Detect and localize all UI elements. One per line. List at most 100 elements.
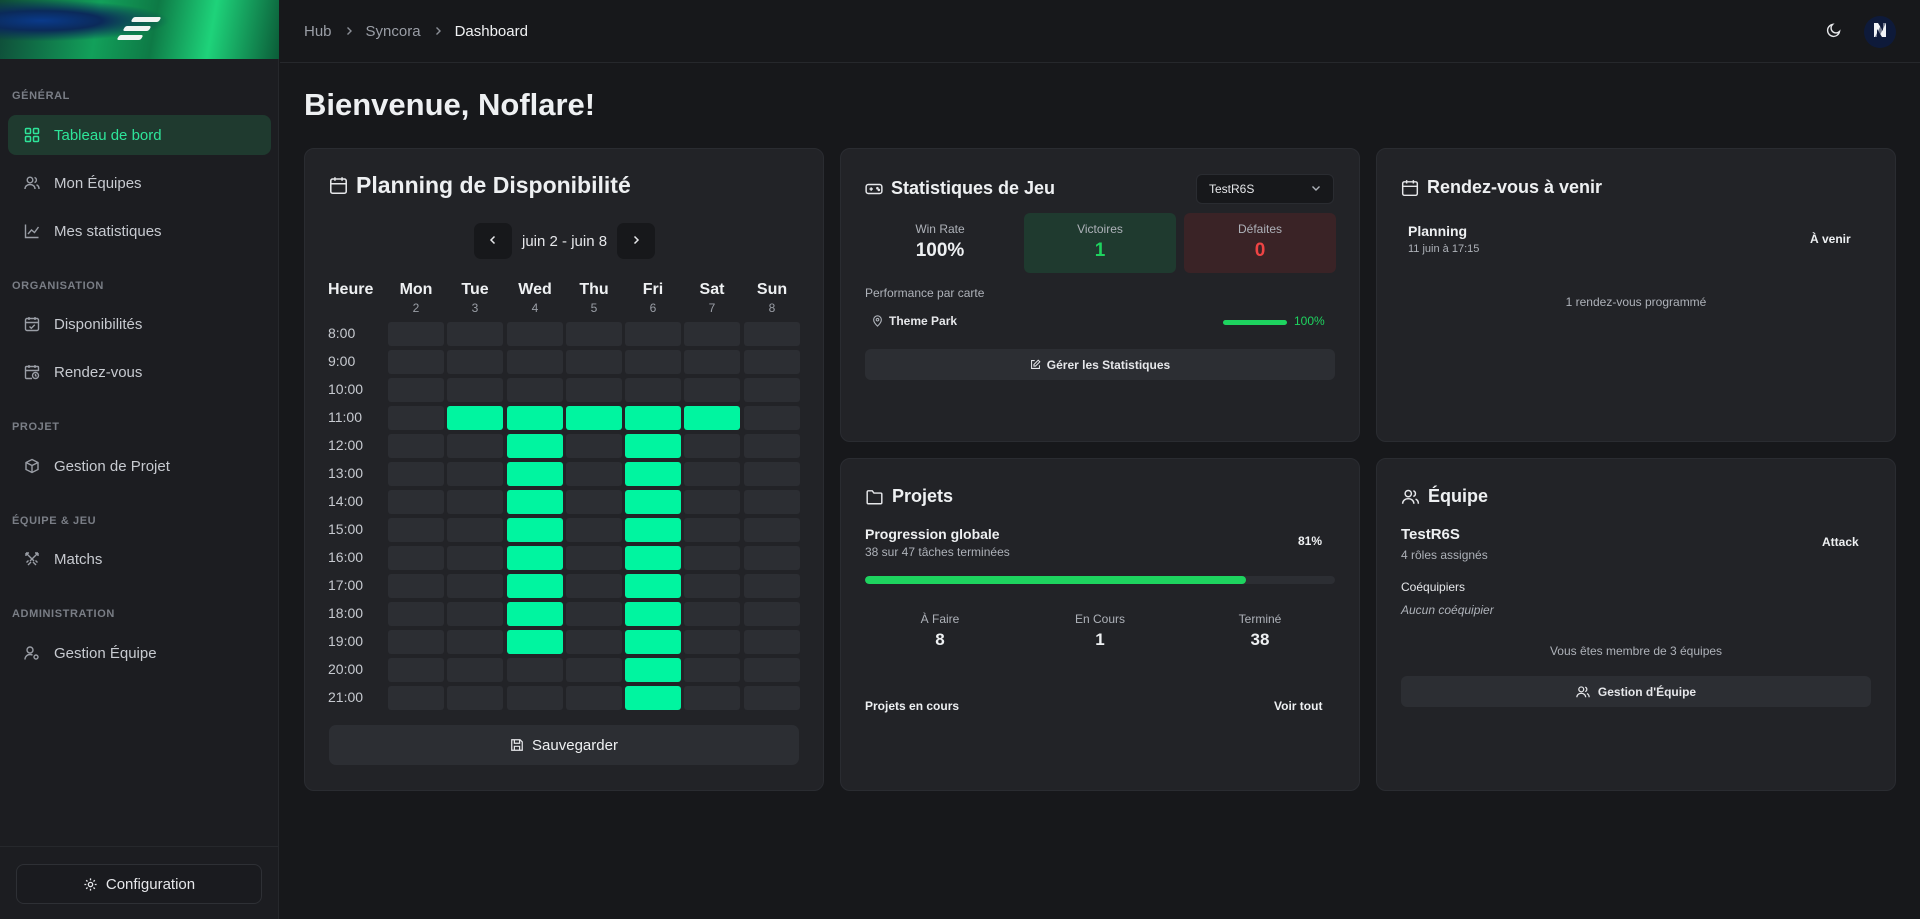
availability-cell[interactable] — [625, 434, 681, 458]
availability-cell[interactable] — [447, 546, 503, 570]
availability-cell[interactable] — [625, 322, 681, 346]
view-all-link[interactable]: Voir tout — [1274, 699, 1323, 713]
availability-cell[interactable] — [566, 350, 622, 374]
next-week-button[interactable] — [617, 223, 656, 259]
availability-cell[interactable] — [625, 462, 681, 486]
availability-cell[interactable] — [566, 322, 622, 346]
theme-toggle-button[interactable] — [1824, 22, 1844, 42]
availability-cell[interactable] — [388, 378, 444, 402]
availability-cell[interactable] — [566, 434, 622, 458]
availability-cell[interactable] — [744, 490, 800, 514]
availability-cell[interactable] — [507, 602, 563, 626]
availability-cell[interactable] — [625, 658, 681, 682]
prev-week-button[interactable] — [474, 223, 512, 259]
availability-cell[interactable] — [744, 322, 800, 346]
availability-cell[interactable] — [447, 686, 503, 710]
availability-cell[interactable] — [625, 406, 681, 430]
availability-cell[interactable] — [744, 406, 800, 430]
availability-cell[interactable] — [625, 378, 681, 402]
availability-cell[interactable] — [566, 602, 622, 626]
availability-cell[interactable] — [388, 602, 444, 626]
availability-cell[interactable] — [625, 686, 681, 710]
availability-cell[interactable] — [388, 686, 444, 710]
user-avatar[interactable] — [1864, 16, 1896, 48]
availability-cell[interactable] — [684, 462, 740, 486]
availability-cell[interactable] — [447, 406, 503, 430]
availability-cell[interactable] — [507, 574, 563, 598]
availability-cell[interactable] — [507, 518, 563, 542]
availability-cell[interactable] — [744, 462, 800, 486]
availability-cell[interactable] — [684, 406, 740, 430]
availability-cell[interactable] — [625, 518, 681, 542]
availability-cell[interactable] — [388, 518, 444, 542]
availability-cell[interactable] — [566, 378, 622, 402]
availability-cell[interactable] — [447, 518, 503, 542]
availability-cell[interactable] — [625, 490, 681, 514]
availability-cell[interactable] — [566, 490, 622, 514]
availability-cell[interactable] — [684, 574, 740, 598]
availability-cell[interactable] — [447, 602, 503, 626]
team-select[interactable]: TestR6S — [1196, 174, 1334, 204]
availability-cell[interactable] — [744, 686, 800, 710]
availability-cell[interactable] — [566, 630, 622, 654]
availability-cell[interactable] — [684, 602, 740, 626]
team-management-button[interactable]: Gestion d'Équipe — [1401, 676, 1871, 707]
availability-cell[interactable] — [744, 574, 800, 598]
breadcrumb-hub[interactable]: Hub — [304, 22, 332, 40]
availability-cell[interactable] — [566, 658, 622, 682]
availability-cell[interactable] — [625, 630, 681, 654]
availability-cell[interactable] — [447, 630, 503, 654]
availability-cell[interactable] — [566, 686, 622, 710]
availability-cell[interactable] — [625, 574, 681, 598]
sidebar-item-project-management[interactable]: Gestion de Projet — [8, 446, 271, 486]
availability-cell[interactable] — [447, 378, 503, 402]
availability-cell[interactable] — [507, 434, 563, 458]
availability-cell[interactable] — [684, 518, 740, 542]
availability-cell[interactable] — [388, 490, 444, 514]
availability-cell[interactable] — [684, 630, 740, 654]
availability-cell[interactable] — [447, 322, 503, 346]
availability-cell[interactable] — [507, 350, 563, 374]
availability-cell[interactable] — [447, 434, 503, 458]
availability-cell[interactable] — [507, 490, 563, 514]
sidebar-item-dashboard[interactable]: Tableau de bord — [8, 115, 271, 155]
availability-cell[interactable] — [684, 490, 740, 514]
availability-cell[interactable] — [388, 462, 444, 486]
availability-cell[interactable] — [507, 462, 563, 486]
sidebar-item-team-management[interactable]: Gestion Équipe — [8, 633, 271, 673]
availability-cell[interactable] — [625, 546, 681, 570]
availability-cell[interactable] — [507, 686, 563, 710]
logo-banner[interactable] — [0, 0, 279, 59]
availability-cell[interactable] — [744, 518, 800, 542]
availability-cell[interactable] — [566, 462, 622, 486]
availability-cell[interactable] — [507, 658, 563, 682]
sidebar-item-availability[interactable]: Disponibilités — [8, 304, 271, 344]
availability-cell[interactable] — [388, 630, 444, 654]
availability-cell[interactable] — [507, 322, 563, 346]
availability-cell[interactable] — [388, 546, 444, 570]
availability-cell[interactable] — [566, 518, 622, 542]
availability-cell[interactable] — [507, 546, 563, 570]
availability-cell[interactable] — [447, 658, 503, 682]
availability-cell[interactable] — [684, 378, 740, 402]
availability-cell[interactable] — [388, 406, 444, 430]
availability-cell[interactable] — [744, 350, 800, 374]
availability-cell[interactable] — [684, 686, 740, 710]
availability-cell[interactable] — [447, 462, 503, 486]
availability-cell[interactable] — [507, 406, 563, 430]
availability-cell[interactable] — [566, 406, 622, 430]
breadcrumb-syncora[interactable]: Syncora — [365, 22, 421, 40]
availability-cell[interactable] — [744, 378, 800, 402]
availability-cell[interactable] — [388, 322, 444, 346]
availability-cell[interactable] — [566, 574, 622, 598]
availability-cell[interactable] — [684, 434, 740, 458]
availability-cell[interactable] — [447, 574, 503, 598]
sidebar-item-matches[interactable]: Matchs — [8, 539, 271, 579]
availability-cell[interactable] — [744, 546, 800, 570]
availability-cell[interactable] — [744, 630, 800, 654]
availability-cell[interactable] — [388, 574, 444, 598]
availability-cell[interactable] — [684, 546, 740, 570]
availability-cell[interactable] — [744, 434, 800, 458]
availability-cell[interactable] — [744, 602, 800, 626]
sidebar-item-appointments[interactable]: Rendez-vous — [8, 352, 271, 392]
